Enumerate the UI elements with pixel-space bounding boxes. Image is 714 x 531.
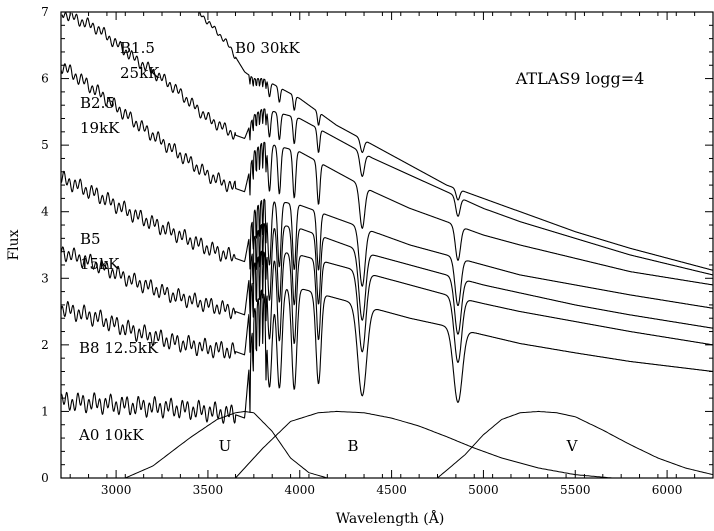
spectrum-line [60,288,713,424]
x-tick-label: 5000 [468,483,499,497]
chart-title: ATLAS9 logg=4 [515,69,645,88]
band-label-V: V [566,437,579,455]
spectrum-line [60,63,713,286]
x-tick-label: 4000 [284,483,315,497]
y-tick-label: 7 [41,5,49,19]
plot-frame [60,11,714,479]
y-tick-label: 2 [41,338,49,352]
spectrum-line [60,170,713,309]
series-label: 25kK [120,64,160,82]
series-label: 19kK [80,119,120,137]
y-tick-label: 1 [41,404,49,418]
spectrum-line [60,223,713,335]
series-label: B1.5 [120,39,155,57]
band-curve-U [125,410,328,479]
annotations-group: B0 30kK B1.5 25kK B2.5 19kK B5 15kK B8 12.5kK A0… [78,39,579,455]
band-curve-B [235,410,613,479]
series-label: B8 12.5kK [79,339,159,357]
series-label: B0 30kK [235,39,301,57]
band-label-U: U [219,437,232,455]
y-tick-label: 5 [41,138,49,152]
series-label: A0 10kK [78,426,144,444]
x-tick-label: 5500 [560,483,591,497]
x-axis-label: Wavelength (Å) [336,509,445,527]
spectra-group [60,11,713,424]
y-tick-label: 0 [41,471,49,485]
band-curve-V [437,410,714,479]
y-axis-label: Flux [6,229,22,260]
x-tick-label: 6000 [652,483,683,497]
band-label-B: B [347,437,358,455]
spectrum-line [199,12,713,271]
series-label: B2.5 [80,94,115,112]
spectrum-line [61,11,713,276]
filter-bands-group [125,410,714,479]
x-tick-label: 3500 [193,483,224,497]
x-tick-label: 4500 [376,483,407,497]
spectrum-line [60,250,713,363]
y-tick-label: 6 [41,72,49,86]
series-label: 15kK [80,255,120,273]
y-tick-label: 3 [41,271,49,285]
series-label: B5 [80,230,101,248]
y-tick-label: 4 [41,205,49,219]
x-tick-label: 3000 [101,483,132,497]
